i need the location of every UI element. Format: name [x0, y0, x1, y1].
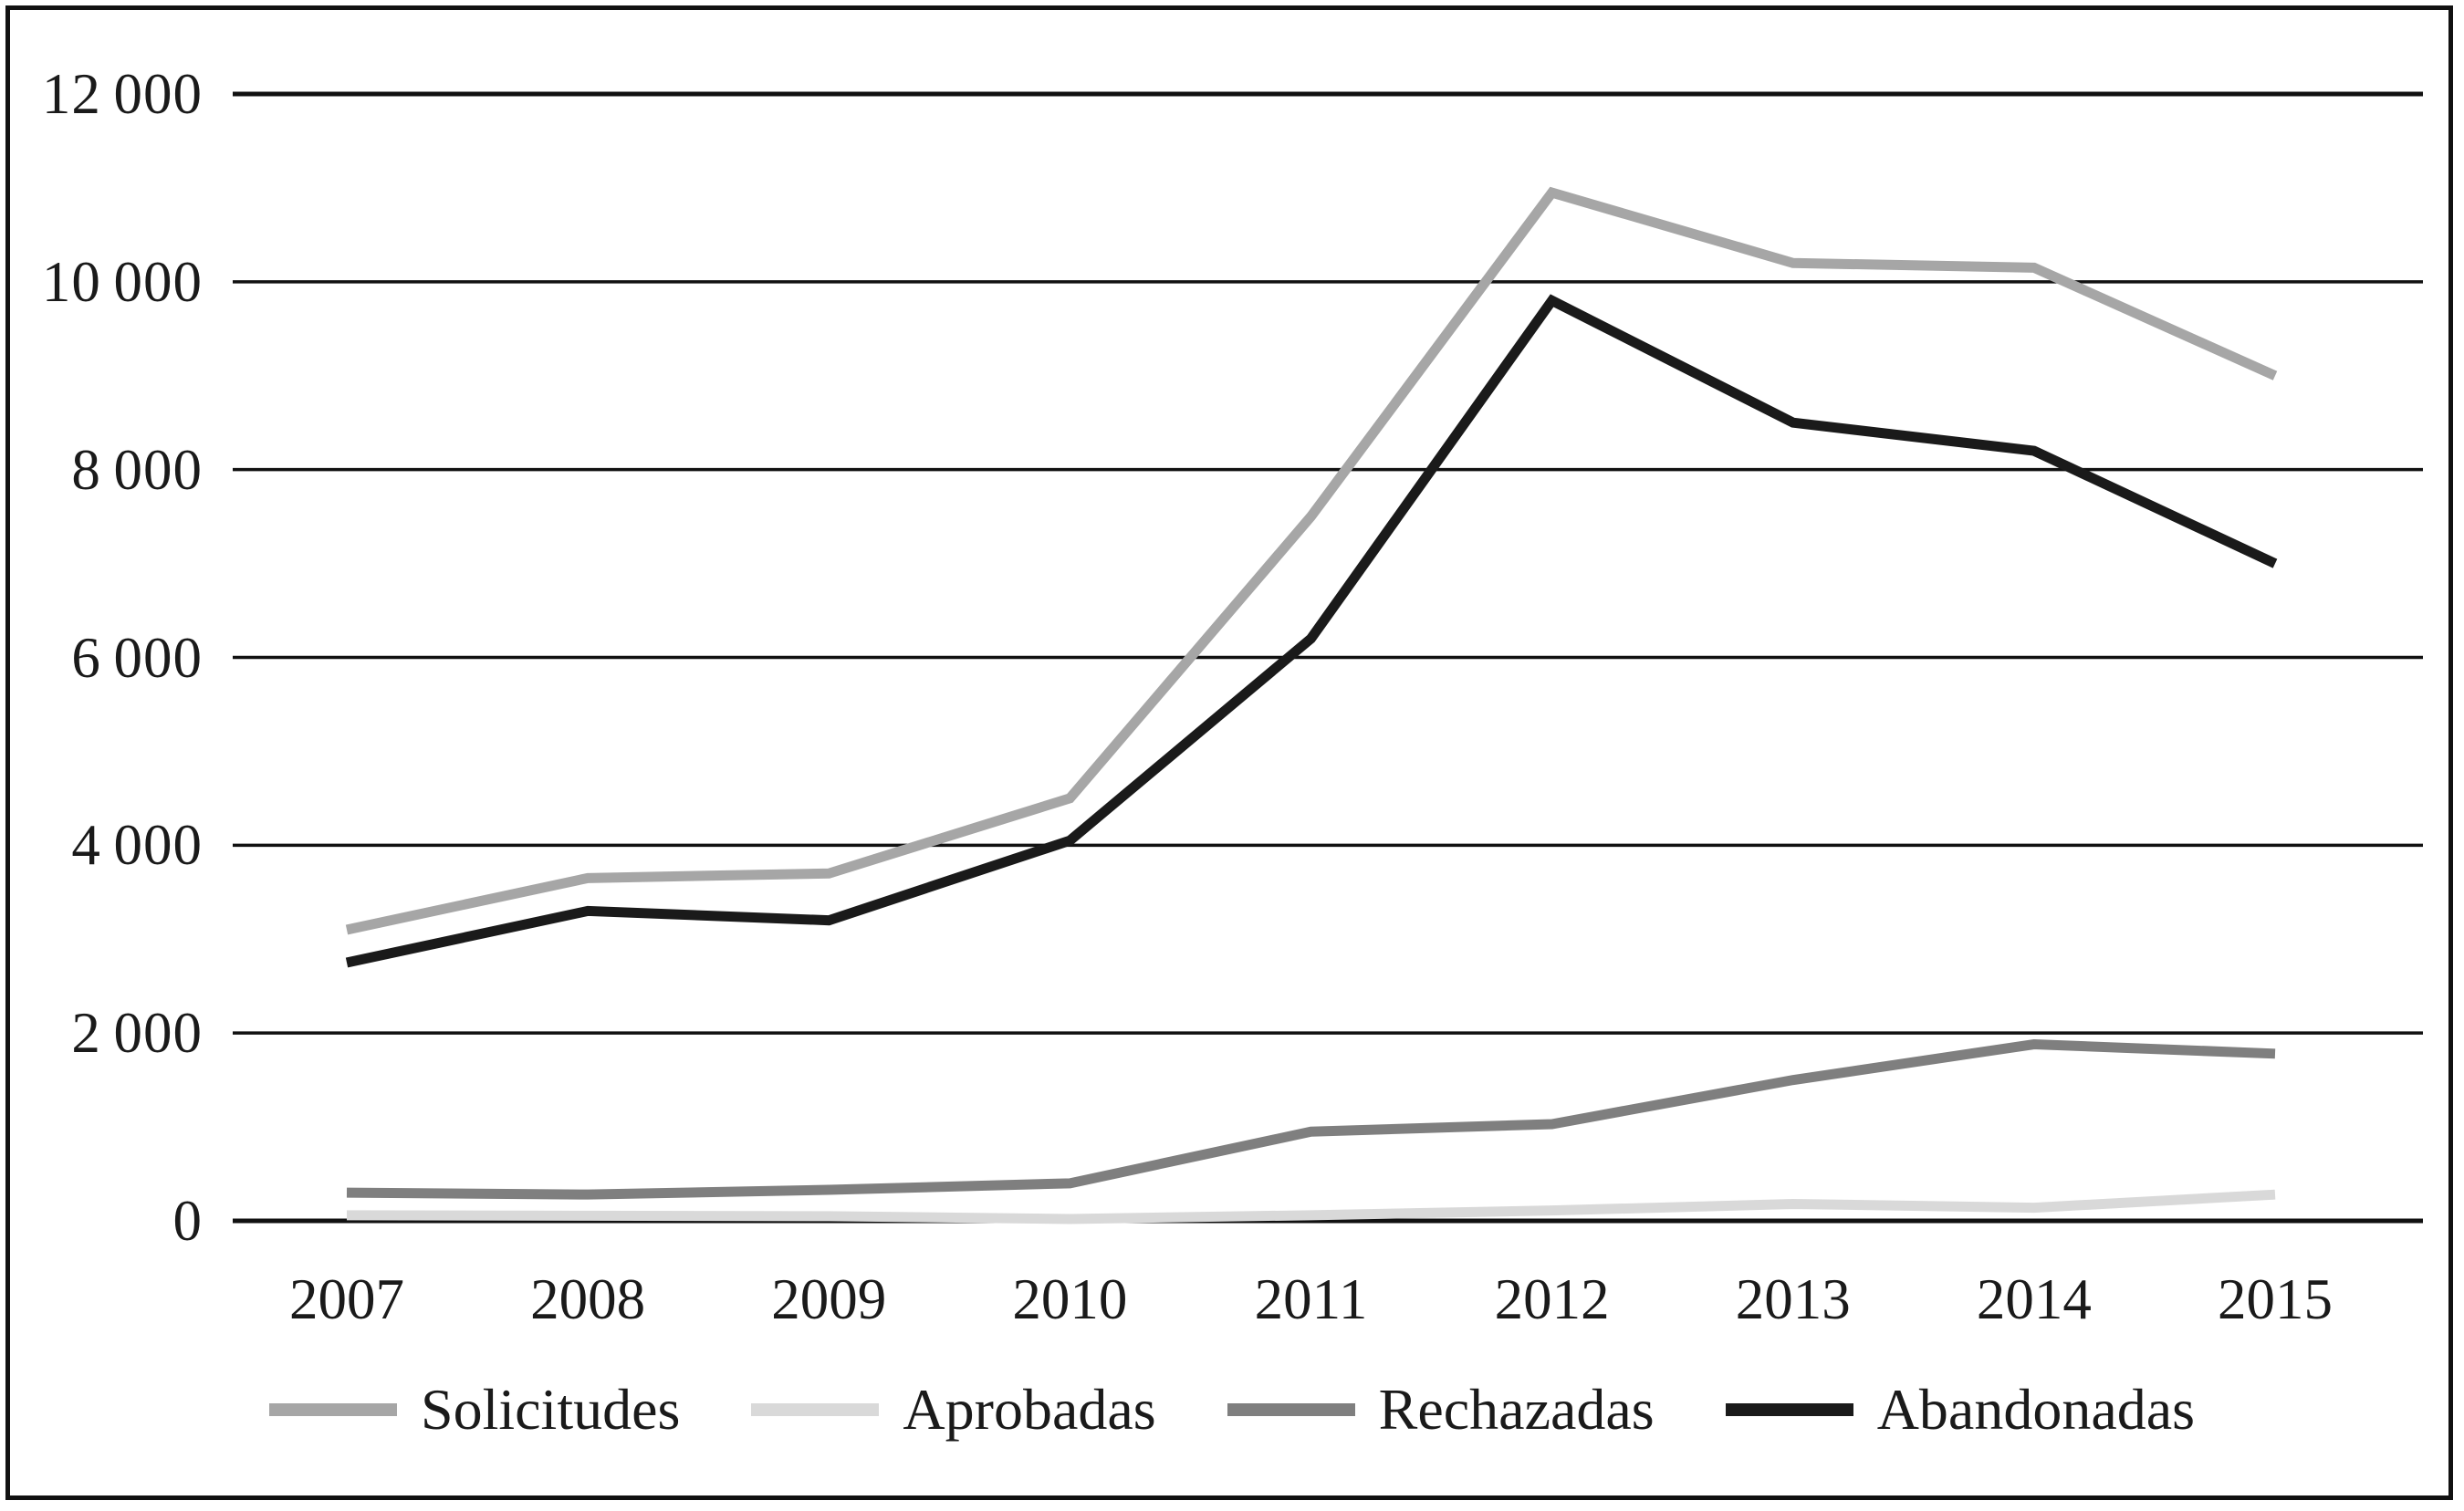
legend-item-solicitudes: Solicitudes [268, 1376, 681, 1443]
y-tick-label: 10 000 [41, 249, 203, 314]
series-line-aprobadas [346, 1189, 2276, 1224]
x-tick-label-2013: 2013 [1735, 1267, 1851, 1331]
legend-item-abandonadas: Abandonadas [1725, 1376, 2196, 1443]
legend-swatch-solicitudes [268, 1403, 397, 1416]
legend-swatch-rechazadas [1227, 1403, 1355, 1416]
y-tick-label: 2 000 [71, 1001, 203, 1066]
x-tick-label-2014: 2014 [1976, 1267, 2092, 1331]
x-tick-label-2008: 2008 [530, 1267, 646, 1331]
y-tick-label: 6 000 [71, 625, 203, 690]
x-tick-label-2011: 2011 [1254, 1267, 1368, 1331]
legend-swatch-abandonadas [1725, 1403, 1853, 1416]
y-tick-label: 8 000 [71, 437, 203, 502]
series-line-rechazadas [346, 1039, 2276, 1200]
x-tick-label-2007: 2007 [289, 1267, 404, 1331]
legend-label: Rechazadas [1378, 1377, 1655, 1442]
x-tick-label-2015: 2015 [2218, 1267, 2333, 1331]
legend-label: Solicitudes [420, 1377, 681, 1442]
y-tick-label: 0 [172, 1189, 203, 1253]
series-line-abandonadas [345, 294, 2278, 968]
series-line-solicitudes [345, 186, 2278, 935]
y-tick-label: 4 000 [71, 813, 203, 878]
legend-label: Abandonadas [1876, 1377, 2196, 1442]
x-tick-label-2009: 2009 [771, 1267, 887, 1331]
legend-item-aprobadas: Aprobadas [751, 1376, 1156, 1443]
legend-swatch-aprobadas [751, 1403, 880, 1416]
chart-legend: Solicitudes Aprobadas Rechazadas Abandon… [0, 1376, 2464, 1443]
x-tick-label-2012: 2012 [1494, 1267, 1610, 1331]
figure-border [5, 5, 2453, 1500]
legend-label: Aprobadas [903, 1377, 1156, 1442]
x-tick-label-2010: 2010 [1012, 1267, 1128, 1331]
y-tick-label: 12 000 [41, 62, 203, 126]
legend-item-rechazadas: Rechazadas [1227, 1376, 1655, 1443]
